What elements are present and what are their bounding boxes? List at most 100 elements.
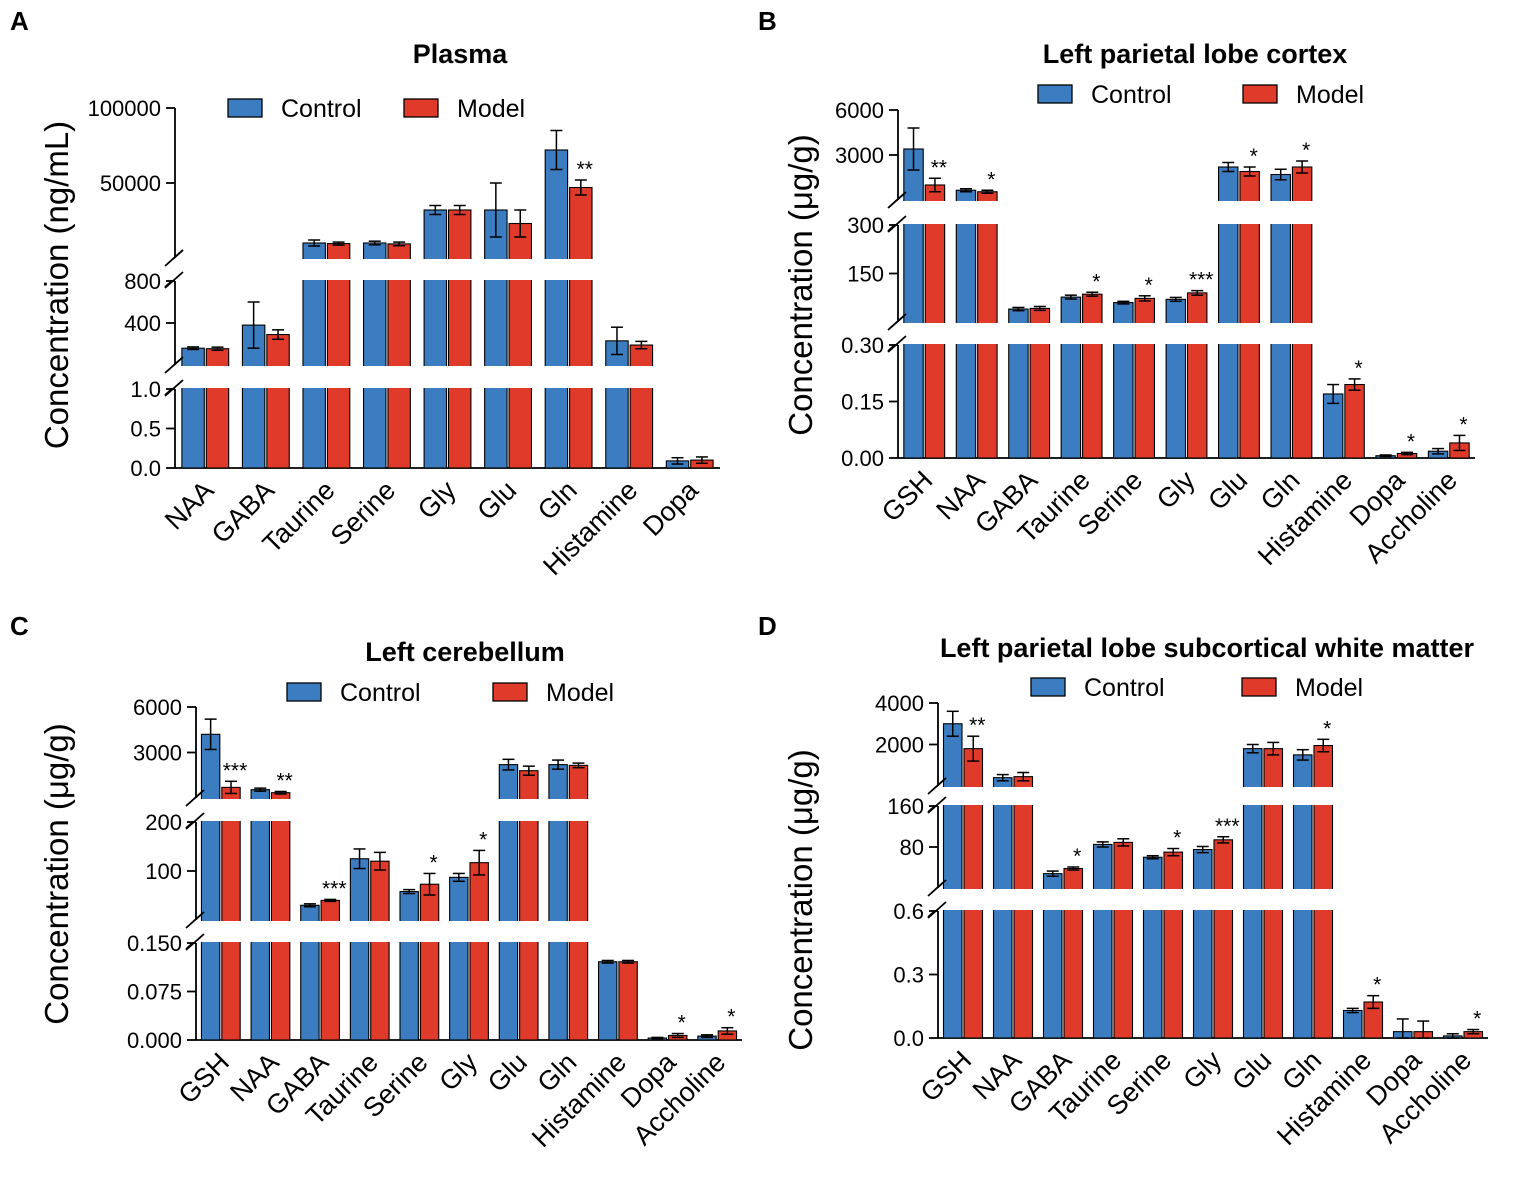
significance-marker: ** bbox=[969, 714, 985, 737]
legend-label-control: Control bbox=[281, 95, 362, 123]
y-tick-label: 200 bbox=[145, 810, 182, 835]
significance-marker: * bbox=[1473, 1008, 1481, 1031]
significance-marker: * bbox=[1145, 274, 1153, 297]
bar-model-serine bbox=[419, 883, 440, 1041]
y-axis-label: Concentration (μg/g) bbox=[782, 749, 819, 1051]
x-category-label: GSH bbox=[172, 1047, 235, 1110]
axis-break-gap bbox=[163, 366, 722, 388]
axis-break-mark bbox=[927, 796, 947, 814]
bar-control-taurine bbox=[1060, 296, 1082, 459]
axis-break-mark bbox=[164, 379, 184, 397]
y-tick-label: 4000 bbox=[875, 691, 924, 716]
x-category-label: GSH bbox=[876, 465, 939, 528]
y-tick-label: 0.6 bbox=[893, 899, 924, 924]
x-category-label: Gly bbox=[1177, 1045, 1227, 1095]
significance-marker: * bbox=[1354, 357, 1362, 380]
x-category-label: Gly bbox=[412, 475, 462, 525]
bar-model-gly bbox=[1186, 292, 1208, 459]
legend-swatch-model bbox=[1242, 84, 1278, 104]
significance-marker: *** bbox=[1189, 269, 1214, 292]
axis-break-mark bbox=[887, 313, 907, 331]
axis-break-gap bbox=[163, 259, 722, 280]
y-tick-label: 0.075 bbox=[127, 980, 182, 1005]
y-tick-label: 150 bbox=[847, 262, 884, 287]
bar-control-gln bbox=[544, 149, 569, 469]
chart-title: Left parietal lobe subcortical white mat… bbox=[940, 633, 1475, 663]
bar-model-taurine bbox=[1082, 293, 1103, 459]
chart-title: Left parietal lobe cortex bbox=[1043, 39, 1348, 69]
axis-break-gap bbox=[926, 787, 1490, 805]
axis-break-mark bbox=[927, 879, 947, 897]
y-tick-label: 1.0 bbox=[130, 377, 161, 402]
legend-swatch-control bbox=[227, 98, 263, 118]
x-category-label: Gly bbox=[433, 1047, 483, 1097]
panel-letter: C bbox=[10, 611, 29, 641]
legend-label-control: Control bbox=[1084, 674, 1165, 702]
axis-break-mark bbox=[164, 271, 184, 289]
axis-break-mark bbox=[164, 356, 184, 374]
significance-marker: * bbox=[1407, 430, 1415, 453]
significance-marker: * bbox=[987, 168, 995, 191]
y-tick-label: 0.000 bbox=[127, 1028, 182, 1053]
axis-break-mark bbox=[164, 249, 184, 267]
y-axis-label: Concentration (ng/mL) bbox=[38, 121, 75, 449]
bar-control-histamine bbox=[597, 961, 618, 1041]
y-tick-label: 6000 bbox=[835, 98, 884, 123]
significance-marker: ** bbox=[577, 158, 593, 181]
bar-model-gsh bbox=[221, 786, 241, 1041]
axis-break-mark bbox=[887, 191, 907, 209]
x-category-label: GSH bbox=[915, 1045, 978, 1108]
legend-swatch-control bbox=[1037, 84, 1073, 104]
x-category-label: Gly bbox=[1151, 465, 1201, 515]
legend-label-model: Model bbox=[1295, 674, 1363, 702]
axis-break-mark bbox=[887, 335, 907, 353]
y-tick-label: 0.3 bbox=[893, 963, 924, 988]
bar-control-gly bbox=[449, 876, 469, 1041]
bar-model-gaba bbox=[266, 333, 290, 469]
significance-marker: * bbox=[1459, 413, 1467, 436]
significance-marker: * bbox=[1250, 145, 1258, 168]
significance-marker: ** bbox=[931, 156, 947, 179]
legend-swatch-model bbox=[1241, 677, 1277, 697]
bar-model-serine bbox=[1134, 297, 1156, 459]
significance-marker: * bbox=[678, 1012, 686, 1035]
x-category-label: Serine bbox=[325, 475, 401, 551]
y-tick-label: 400 bbox=[124, 311, 161, 336]
chart-title: Plasma bbox=[413, 39, 509, 69]
y-tick-label: 50000 bbox=[100, 171, 161, 196]
y-tick-label: 300 bbox=[847, 213, 884, 238]
legend-label-model: Model bbox=[546, 679, 614, 707]
panel-letter: A bbox=[10, 6, 29, 36]
x-category-label: Glu bbox=[1202, 465, 1253, 516]
bar-control-histamine bbox=[605, 340, 629, 469]
x-category-label: Histamine bbox=[1271, 1045, 1377, 1151]
bar-model-histamine bbox=[618, 961, 638, 1041]
y-axis-label: Concentration (μg/g) bbox=[782, 134, 819, 436]
bar-control-taurine bbox=[349, 858, 370, 1041]
y-tick-label: 6000 bbox=[133, 695, 182, 720]
bar-control-serine bbox=[399, 891, 419, 1041]
panel-letter: D bbox=[758, 611, 777, 641]
chart-panel-b: B Left parietal lobe cortex Concentration … bbox=[758, 6, 1477, 571]
y-tick-label: 0.0 bbox=[130, 456, 161, 481]
y-axis-label: Concentration (μg/g) bbox=[38, 723, 75, 1025]
bar-control-taurine bbox=[1092, 843, 1113, 1039]
significance-marker: * bbox=[1323, 717, 1331, 740]
bar-model-gly bbox=[469, 862, 489, 1041]
axis-break-mark bbox=[927, 901, 947, 919]
bar-model-gln bbox=[569, 186, 593, 469]
x-category-label: Gln bbox=[532, 475, 583, 526]
significance-marker: * bbox=[1373, 974, 1381, 997]
significance-marker: * bbox=[727, 1006, 735, 1029]
y-tick-label: 0.00 bbox=[841, 446, 884, 471]
significance-marker: * bbox=[479, 828, 487, 851]
y-tick-label: 100000 bbox=[88, 96, 161, 121]
bar-control-histamine bbox=[1342, 1009, 1363, 1039]
legend-label-model: Model bbox=[1296, 81, 1364, 109]
x-category-label: Histamine bbox=[526, 1047, 632, 1153]
chart-title: Left cerebellum bbox=[365, 637, 565, 667]
chart-panel-c: C Left cerebellum Concentration (μg/g) Cont… bbox=[10, 611, 744, 1153]
y-tick-label: 2000 bbox=[875, 733, 924, 758]
significance-marker: * bbox=[429, 851, 437, 874]
x-category-label: Dopa bbox=[637, 474, 705, 542]
